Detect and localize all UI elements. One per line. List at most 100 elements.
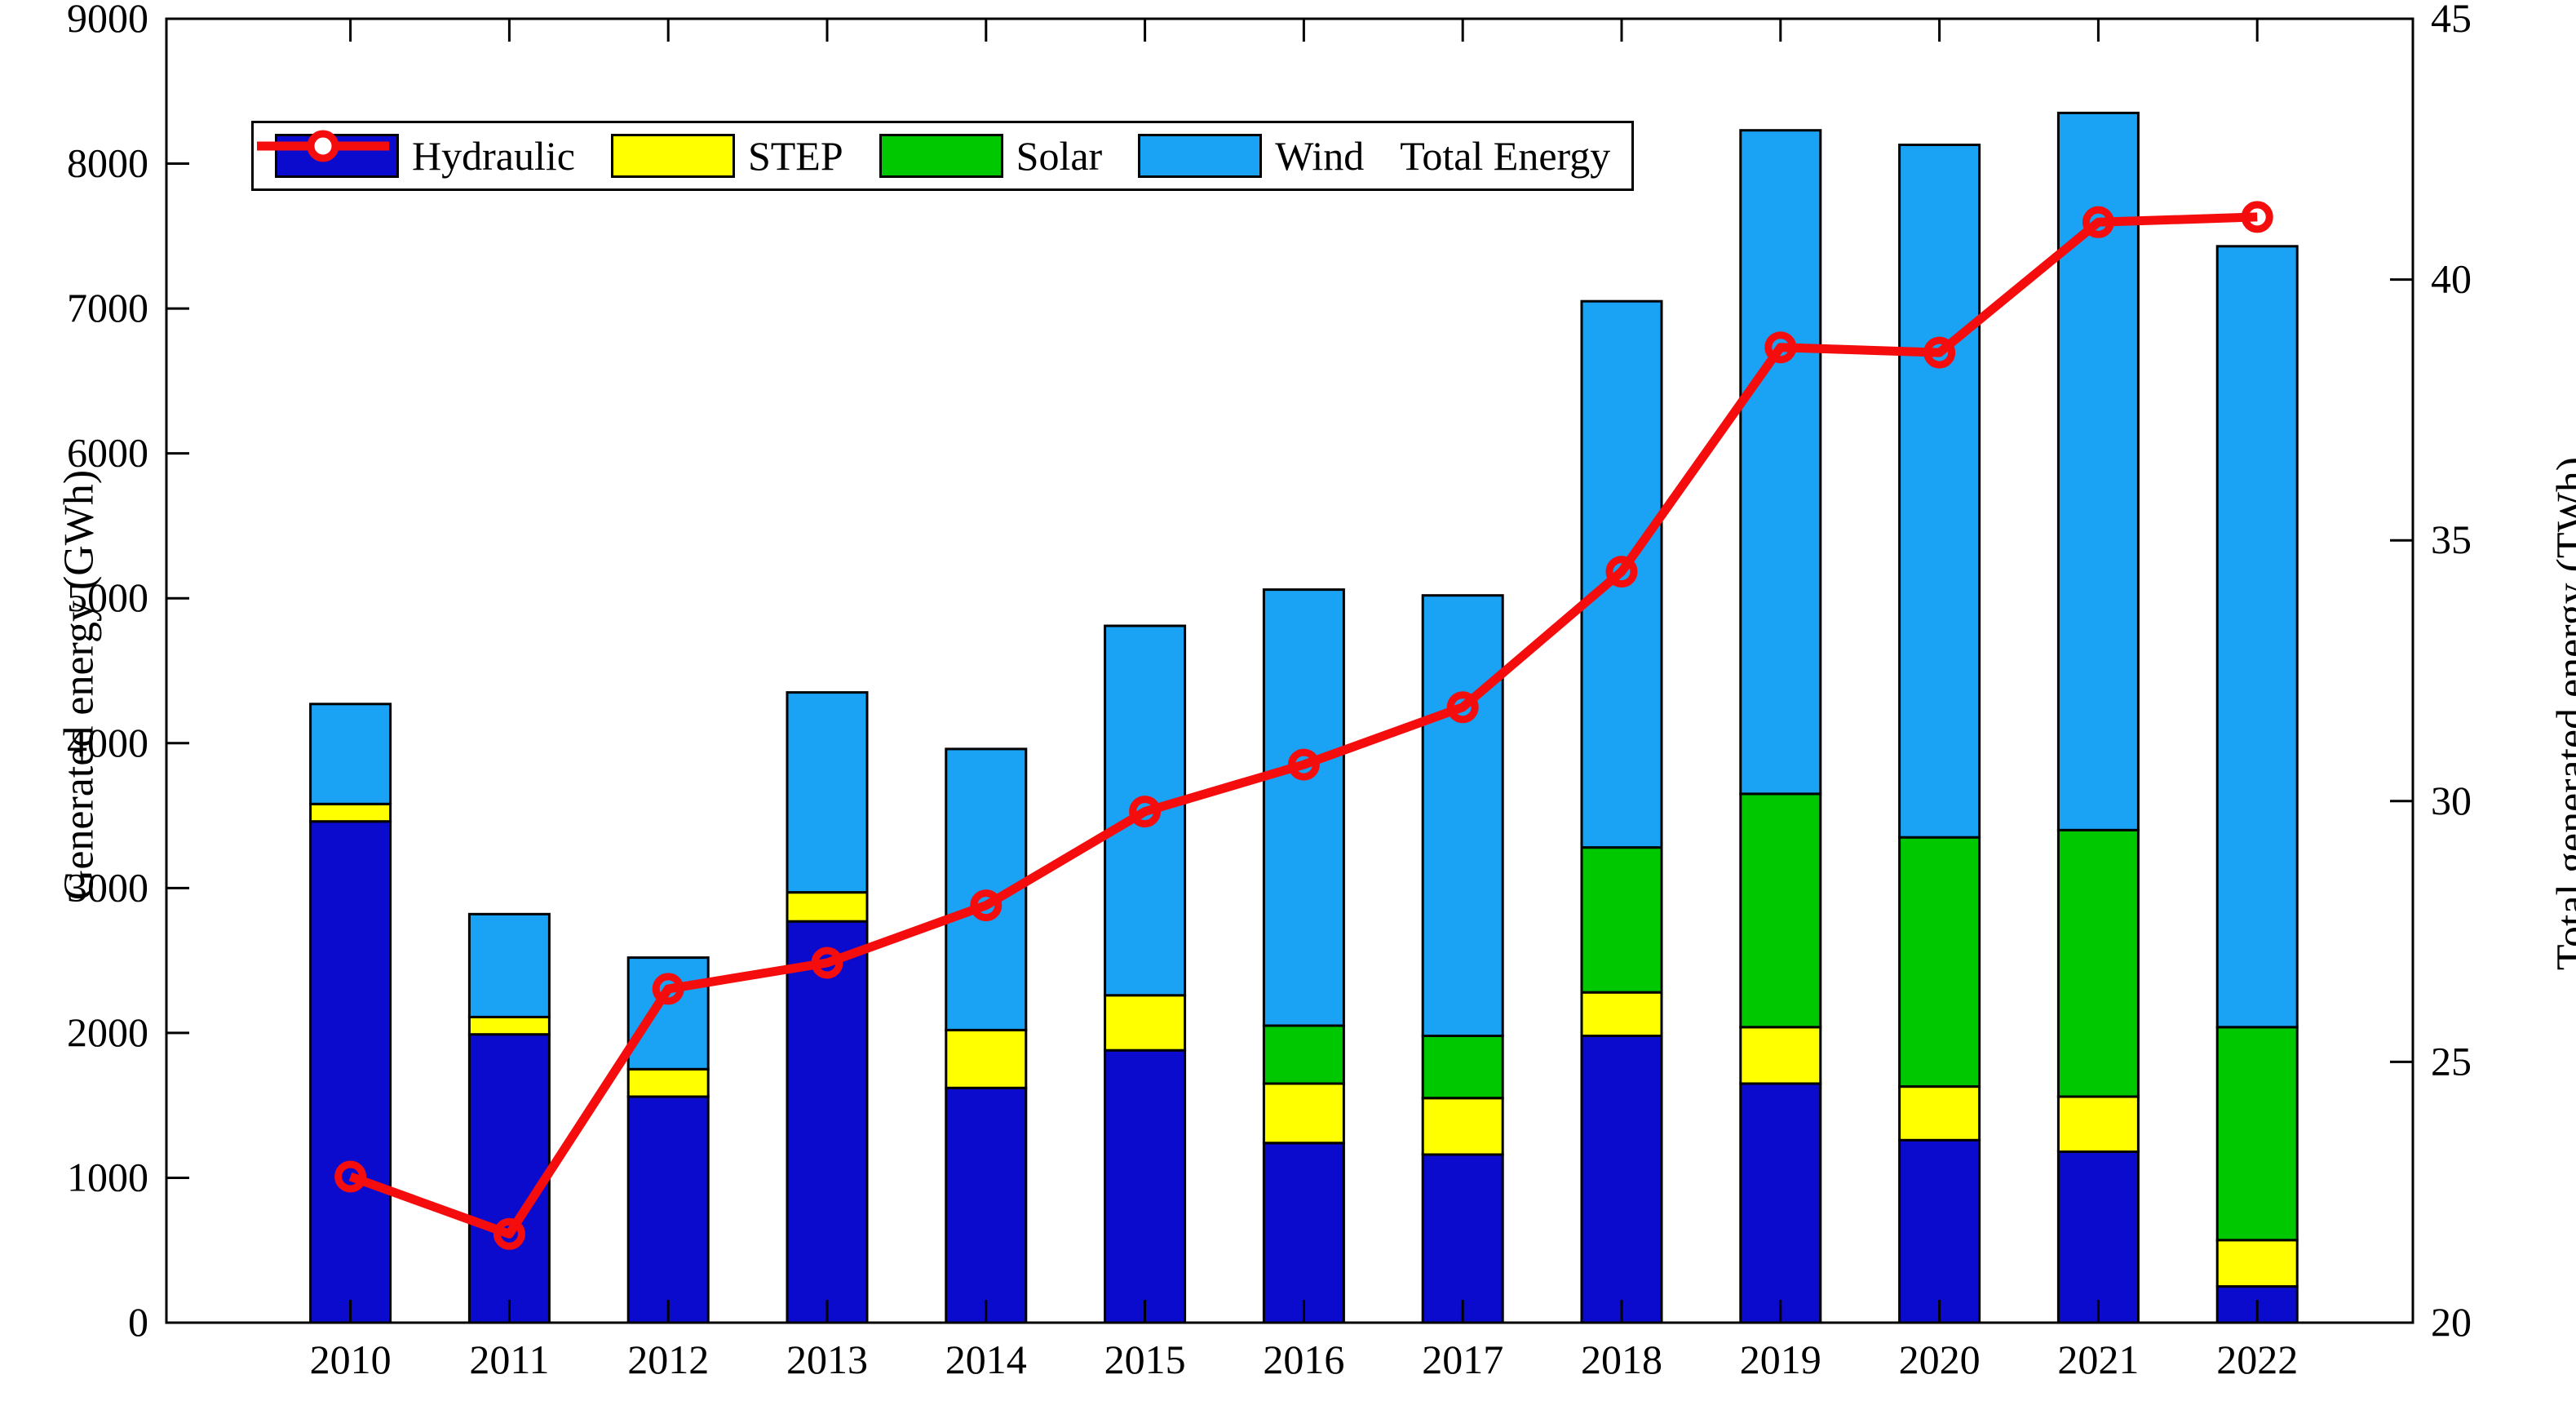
left-tick-label: 2000 — [67, 1009, 148, 1055]
total-energy-marker-2022 — [2241, 201, 2273, 233]
left-tick-label: 8000 — [67, 140, 148, 186]
total-energy-marker-2016 — [1287, 748, 1320, 781]
total-energy-marker-2020 — [1923, 336, 1956, 369]
legend-item-step: STEP — [610, 133, 843, 179]
wind-swatch-icon — [1138, 134, 1263, 178]
bar-segment-solar-2019 — [1739, 792, 1822, 1029]
left-tick-label: 6000 — [67, 430, 148, 476]
bar-segment-step-2021 — [2056, 1095, 2140, 1153]
total-energy-marker-2011 — [493, 1217, 525, 1250]
bar-segment-wind-2017 — [1421, 594, 1504, 1037]
x-tick-label: 2016 — [1263, 1337, 1344, 1382]
left-tick-label: 7000 — [67, 285, 148, 330]
x-tick-label: 2010 — [310, 1337, 392, 1382]
legend-label-total-energy: Total Energy — [1400, 133, 1611, 179]
left-tick-label: 9000 — [67, 0, 148, 41]
total-energy-marker-2012 — [652, 973, 684, 1005]
bar-segment-solar-2017 — [1421, 1034, 1504, 1100]
right-tick-label: 40 — [2431, 256, 2472, 302]
bar-segment-hydraulic-2010 — [309, 820, 392, 1324]
total-energy-marker-2021 — [2082, 206, 2114, 238]
total-energy-marker-2014 — [970, 889, 1003, 922]
x-tick-label: 2017 — [1422, 1337, 1503, 1382]
x-tick-label: 2012 — [627, 1337, 709, 1382]
bar-segment-hydraulic-2019 — [1739, 1082, 1822, 1324]
right-tick-label: 30 — [2431, 778, 2472, 823]
total-energy-line-icon — [257, 130, 389, 162]
bar-segment-step-2016 — [1262, 1082, 1345, 1145]
bar-segment-hydraulic-2012 — [626, 1095, 710, 1324]
legend: Hydraulic STEP Solar Wind Total Energy — [251, 121, 1635, 191]
left-tick-label: 0 — [128, 1299, 148, 1345]
solar-swatch-icon — [879, 134, 1003, 178]
bar-segment-hydraulic-2015 — [1104, 1049, 1187, 1324]
bar-segment-wind-2016 — [1262, 588, 1345, 1027]
x-tick-label: 2022 — [2216, 1337, 2298, 1382]
left-tick-label: 3000 — [67, 864, 148, 910]
bar-segment-hydraulic-2020 — [1898, 1138, 1981, 1324]
bar-segment-step-2012 — [626, 1067, 710, 1098]
x-tick-label: 2014 — [945, 1337, 1027, 1382]
bar-segment-wind-2020 — [1898, 144, 1981, 839]
bar-segment-hydraulic-2013 — [786, 920, 869, 1324]
left-tick-label: 1000 — [67, 1154, 148, 1199]
bar-segment-step-2022 — [2215, 1239, 2299, 1288]
bar-segment-wind-2019 — [1739, 129, 1822, 796]
legend-item-total-energy: Total Energy — [257, 130, 1611, 179]
bar-segment-wind-2010 — [309, 703, 392, 805]
bar-segment-step-2017 — [1421, 1097, 1504, 1156]
bar-segment-solar-2018 — [1580, 846, 1663, 994]
right-tick-label: 20 — [2431, 1299, 2472, 1345]
bar-segment-hydraulic-2017 — [1421, 1153, 1504, 1324]
bar-segment-step-2013 — [786, 891, 869, 923]
total-energy-marker-2010 — [334, 1160, 367, 1193]
bar-segment-hydraulic-2014 — [945, 1086, 1028, 1324]
hydraulic-swatch-icon — [275, 134, 399, 178]
step-swatch-icon — [610, 134, 735, 178]
plot-border — [165, 17, 2414, 1324]
bar-segment-wind-2011 — [467, 912, 551, 1018]
x-tick-label: 2018 — [1581, 1337, 1662, 1382]
total-energy-line — [348, 212, 2258, 1239]
total-energy-marker-2013 — [811, 947, 843, 979]
bar-segment-step-2015 — [1104, 994, 1187, 1052]
x-tick-label: 2013 — [786, 1337, 868, 1382]
bar-segment-step-2018 — [1580, 991, 1663, 1037]
legend-item-hydraulic: Hydraulic — [275, 134, 575, 178]
bar-segment-wind-2013 — [786, 691, 869, 894]
right-tick-label: 45 — [2431, 0, 2472, 41]
total-energy-marker-2015 — [1129, 796, 1162, 828]
legend-item-solar: Solar — [879, 133, 1103, 179]
x-tick-label: 2021 — [2057, 1337, 2139, 1382]
left-axis-title: Generated energy (GWh) — [55, 469, 103, 901]
bar-segment-step-2020 — [1898, 1085, 1981, 1142]
bar-segment-step-2010 — [309, 802, 392, 823]
bar-segment-step-2014 — [945, 1028, 1028, 1089]
x-tick-label: 2020 — [1899, 1337, 1981, 1382]
bar-segment-hydraulic-2018 — [1580, 1034, 1663, 1324]
legend-label-solar: Solar — [1016, 133, 1103, 179]
bar-segment-solar-2016 — [1262, 1024, 1345, 1085]
right-tick-label: 35 — [2431, 517, 2472, 562]
left-tick-label: 4000 — [67, 720, 148, 765]
legend-item-wind: Wind — [1138, 134, 1364, 178]
total-energy-marker-2019 — [1764, 331, 1797, 364]
bar-segment-solar-2021 — [2056, 828, 2140, 1098]
x-tick-label: 2019 — [1740, 1337, 1821, 1382]
bar-segment-wind-2022 — [2215, 245, 2299, 1029]
bar-segment-hydraulic-2016 — [1262, 1142, 1345, 1324]
bar-segment-solar-2022 — [2215, 1026, 2299, 1242]
bar-segment-solar-2020 — [1898, 836, 1981, 1088]
legend-label-hydraulic: Hydraulic — [412, 133, 575, 179]
bar-segment-wind-2021 — [2056, 111, 2140, 831]
bar-segment-step-2019 — [1739, 1026, 1822, 1085]
bar-segment-hydraulic-2011 — [467, 1033, 551, 1324]
legend-label-step: STEP — [747, 133, 843, 179]
right-tick-label: 25 — [2431, 1038, 2472, 1084]
left-tick-label: 5000 — [67, 574, 148, 620]
x-tick-label: 2011 — [469, 1337, 549, 1382]
total-energy-marker-2018 — [1605, 556, 1638, 588]
bar-segment-step-2011 — [467, 1015, 551, 1036]
